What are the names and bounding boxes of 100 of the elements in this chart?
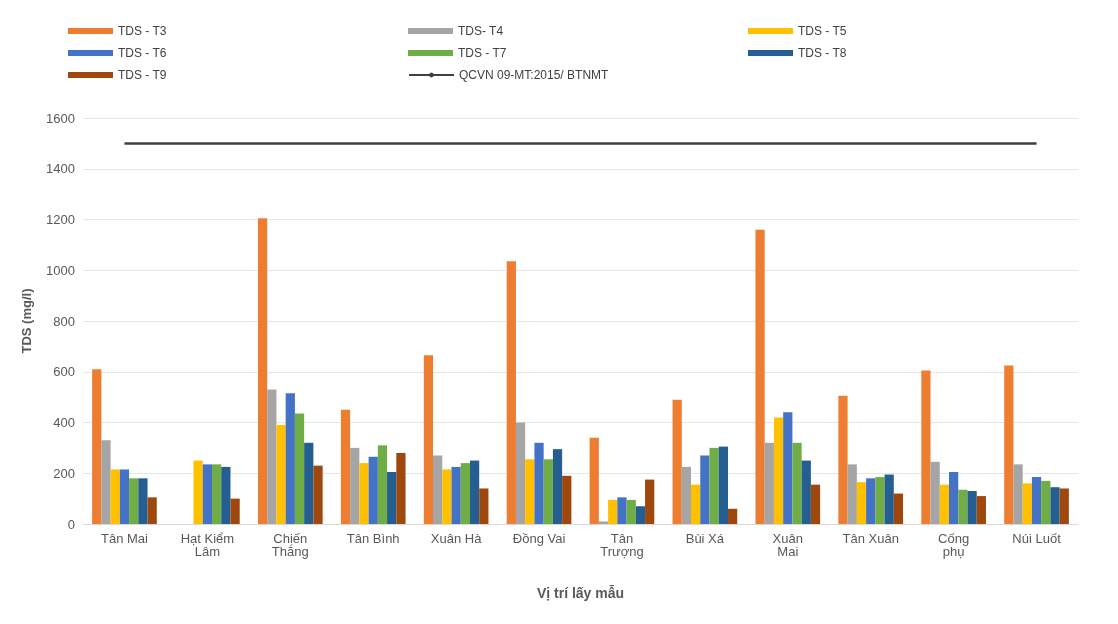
bar [810,484,821,524]
bar [451,466,461,524]
bar [681,466,692,524]
bar [294,413,305,524]
bar [598,521,609,524]
bar [691,484,701,524]
bar [387,471,397,524]
legend-label: QCVN 09-MT:2015/ BTNMT [459,68,610,82]
bar [635,506,646,524]
bar [1022,483,1032,524]
y-tick-label: 400 [53,415,75,430]
bar [202,464,212,524]
y-tick-label: 1200 [46,212,75,227]
bar [119,469,130,524]
bar [257,218,268,524]
bar [1041,480,1051,524]
bar [313,465,323,524]
bar [534,442,544,524]
bar [718,446,728,524]
bar [562,475,572,524]
bar [958,489,968,524]
bar [92,369,102,524]
x-tick-label: Đồng Vai [512,531,566,546]
bar [930,461,940,524]
bar [340,409,351,524]
bar [506,261,516,524]
y-tick-label: 800 [53,313,75,329]
x-tick-label: Tân Bình [346,531,400,546]
bar [193,460,203,524]
bar [645,479,655,524]
bar [709,447,719,524]
bar [847,464,857,524]
bar [976,496,986,524]
bar [921,370,931,524]
bar [211,464,222,524]
bar [230,498,240,524]
bar [838,395,848,524]
y-tick-label: 1000 [46,262,75,278]
bar [469,460,480,524]
bar [856,482,867,524]
bar [1050,487,1060,524]
y-tick-label: 600 [53,364,75,380]
bar [866,478,876,524]
x-tick-label: Xuân Hà [430,531,483,546]
bar [396,452,406,524]
legend-label: TDS - T8 [798,46,847,60]
bar [423,355,434,524]
bar [1031,477,1042,524]
bar [304,442,314,524]
bar [939,484,950,524]
legend-label: TDS - T7 [458,46,507,60]
bar [129,478,139,524]
bar [589,437,599,524]
bar [884,474,894,524]
y-tick-label: 1600 [46,110,75,126]
bar [221,466,231,524]
x-tick-label: Xuân Mai [772,531,803,559]
bar [727,508,738,524]
bar [608,499,618,524]
bar [377,445,388,524]
bar [147,497,157,524]
bar [460,463,470,524]
bar [893,493,904,524]
bar [350,447,360,524]
bar [359,463,369,524]
bar [285,393,295,524]
bar [672,399,682,524]
y-tick-label: 200 [53,465,75,481]
x-tick-label: Núi Luốt [1012,531,1062,546]
bar [1059,488,1069,524]
bar [1013,464,1023,524]
x-tick-label: Tân Xuân [842,531,899,546]
bar [626,499,636,524]
y-axis-title: TDS (mg/l) [19,288,34,354]
bar [525,459,535,524]
legend-label: TDS- T4 [458,24,504,38]
bar [442,469,452,524]
y-tick-label: 0 [67,516,75,532]
bar [792,442,802,524]
legend-label: TDS - T9 [118,68,167,82]
x-tick-label: Tân Mai [100,531,149,546]
bar [515,422,526,524]
bar [101,440,111,524]
bar [368,456,378,524]
legend-label: TDS - T3 [118,24,167,38]
bar [552,449,563,524]
bar [783,412,793,524]
x-tick-label: Chiến Thắng [271,531,309,559]
bar [773,417,784,524]
x-tick-label: Tân Trượng [600,531,644,559]
bar [967,491,977,524]
bar [617,497,627,524]
bar [700,455,710,524]
bar [276,425,286,524]
legend-label: TDS - T6 [118,46,167,60]
bar [949,471,959,524]
bar [138,478,148,524]
bar [543,459,553,524]
x-tick-label: Bùi Xá [685,531,725,546]
bar [433,455,443,524]
